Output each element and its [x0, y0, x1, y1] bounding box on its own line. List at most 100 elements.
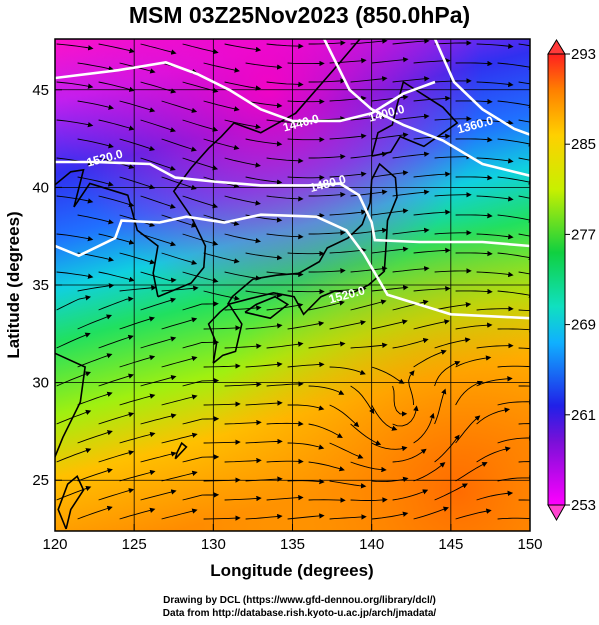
streamline: [308, 230, 346, 236]
streamline: [161, 394, 198, 406]
streamline: [518, 309, 530, 312]
streamline: [350, 76, 388, 83]
streamline: [518, 157, 530, 161]
streamline: [182, 119, 219, 132]
streamline: [119, 316, 155, 330]
streamline: [518, 347, 530, 350]
streamline: [98, 119, 135, 131]
streamline: [476, 271, 514, 278]
streamline: [413, 58, 451, 64]
streamline: [497, 435, 530, 444]
streamline: [518, 233, 530, 237]
streamline: [98, 373, 134, 387]
streamline: [518, 461, 530, 463]
streamline: [413, 349, 447, 368]
streamline: [119, 285, 157, 292]
streamline: [413, 171, 451, 178]
streamline: [371, 319, 408, 330]
contour-line: [55, 61, 436, 123]
streamline: [224, 271, 262, 281]
streamline: [413, 506, 449, 520]
streamline: [455, 174, 493, 181]
streamline: [161, 176, 197, 190]
streamline: [245, 361, 283, 368]
streamline: [161, 470, 198, 482]
streamline: [476, 195, 514, 202]
streamline: [497, 214, 530, 223]
streamline: [77, 505, 113, 520]
streamline: [413, 462, 446, 482]
streamline: [308, 497, 346, 503]
colorbar-ticks: 293 285 277 269 261 253: [565, 46, 596, 514]
streamline: [518, 43, 530, 47]
streamline: [224, 343, 262, 349]
streamline: [287, 60, 325, 67]
streamline: [182, 339, 220, 349]
streamline: [329, 209, 367, 216]
streamline: [434, 337, 471, 349]
streamline: [350, 423, 382, 446]
streamline: [287, 513, 325, 520]
streamline: [371, 511, 409, 520]
streamline: [203, 363, 241, 369]
streamline: [56, 332, 91, 349]
streamline: [224, 195, 261, 206]
streamline: [455, 508, 492, 520]
streamline: [434, 154, 472, 160]
streamline: [308, 341, 346, 349]
streamline: [434, 388, 447, 425]
streamline: [161, 317, 198, 330]
streamline: [329, 480, 367, 489]
streamline: [140, 195, 176, 209]
wind-streamlines: [56, 39, 530, 522]
x-axis-ticks: 120 125 130 135 140 145 150: [42, 524, 543, 553]
streamline: [56, 295, 92, 311]
streamline: [224, 81, 262, 91]
streamline: [203, 515, 241, 521]
streamline: [266, 233, 304, 240]
streamline: [245, 290, 283, 298]
streamline: [350, 227, 388, 235]
streamline: [408, 370, 415, 406]
streamline: [392, 227, 430, 235]
contour-line: [433, 39, 530, 136]
colorbar-tick-label: 285: [571, 136, 596, 153]
streamline: [350, 461, 387, 473]
x-tick-label: 135: [280, 536, 305, 553]
streamline: [266, 494, 304, 501]
streamline: [329, 247, 367, 254]
streamline: [245, 138, 283, 147]
streamline: [203, 401, 241, 407]
streamline: [161, 285, 199, 292]
streamline: [497, 252, 530, 261]
streamline: [392, 405, 419, 427]
streamline: [287, 478, 325, 485]
x-tick-label: 140: [359, 536, 384, 553]
colorbar-tick-label: 269: [571, 317, 596, 334]
streamline: [182, 195, 219, 209]
streamline: [287, 442, 325, 450]
streamline: [350, 497, 388, 503]
streamline: [266, 157, 304, 164]
streamline: [434, 230, 472, 236]
streamline: [392, 189, 430, 197]
streamline: [119, 431, 156, 444]
streamline: [476, 233, 514, 240]
streamline: [56, 119, 94, 128]
colorbar-tick-label: 261: [571, 407, 596, 424]
streamline: [77, 138, 114, 149]
streamline: [476, 343, 514, 349]
colorbar: 293 285 277 269 261 253: [547, 39, 596, 522]
streamline: [224, 381, 262, 388]
streamline: [287, 250, 325, 257]
y-tick-label: 30: [32, 375, 49, 392]
streamline: [350, 299, 387, 311]
streamline: [413, 412, 435, 444]
streamline: [140, 375, 177, 387]
streamline: [497, 138, 530, 147]
streamline: [350, 266, 388, 273]
streamline: [287, 321, 325, 330]
streamline: [56, 271, 94, 279]
streamline: [119, 393, 156, 406]
